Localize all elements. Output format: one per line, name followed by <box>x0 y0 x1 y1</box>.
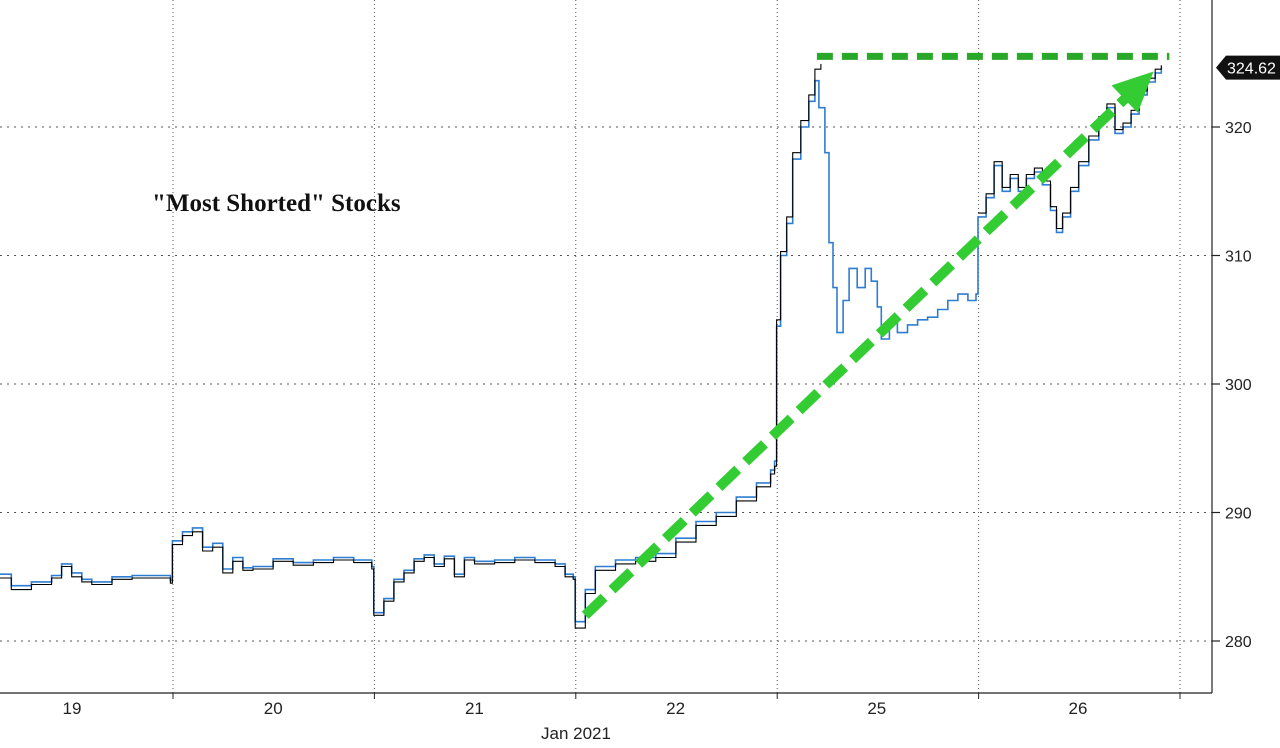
chart-title: "Most Shorted" Stocks <box>152 190 401 217</box>
y-tick-label: 290 <box>1225 506 1252 523</box>
x-tick-label: 25 <box>867 699 886 718</box>
annotation-layer <box>581 52 1170 619</box>
x-tick-label: 20 <box>264 699 283 718</box>
y-tick-label: 320 <box>1225 120 1252 137</box>
x-tick-label: 26 <box>1069 699 1088 718</box>
y-tick-label: 300 <box>1225 377 1252 394</box>
y-tick-label: 310 <box>1225 249 1252 266</box>
series-line-black <box>0 64 822 629</box>
x-axis-label: Jan 2021 <box>541 724 611 743</box>
series-line-blue <box>0 67 1163 623</box>
x-tick-label: 22 <box>666 699 685 718</box>
last-value-tag: 324.62 <box>1216 55 1280 80</box>
last-value-tag-shape <box>1216 55 1280 80</box>
y-tick-label: 280 <box>1225 634 1252 651</box>
trend-dashed-arrow-shaft <box>581 90 1133 619</box>
last-value-label: 324.62 <box>1227 61 1276 78</box>
axes-layer: 280 290 300 310 320 19 20 21 22 25 26 324.62 <box>0 0 1280 718</box>
x-tick-label: 19 <box>63 699 82 718</box>
x-tick-label: 21 <box>465 699 484 718</box>
trend-arrow-head <box>1111 71 1154 113</box>
series-line-black <box>978 65 1162 230</box>
series-layer <box>0 64 1163 629</box>
grid-layer <box>0 0 1212 693</box>
